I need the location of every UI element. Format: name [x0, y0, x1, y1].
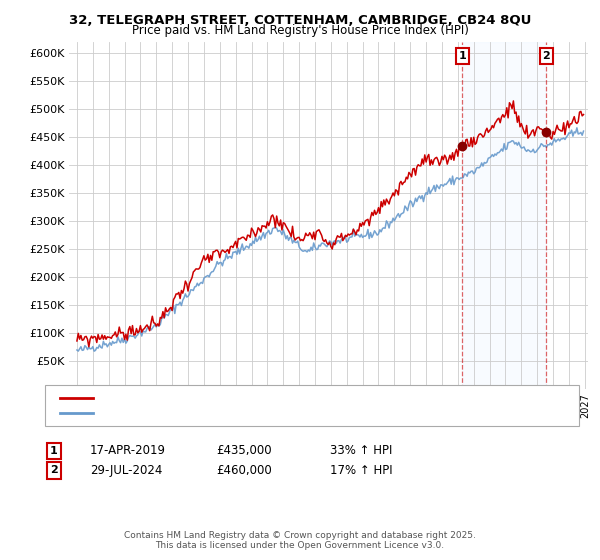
Bar: [463, 42, 547, 389]
Text: 32, TELEGRAPH STREET, COTTENHAM, CAMBRIDGE, CB24 8QU: 32, TELEGRAPH STREET, COTTENHAM, CAMBRID…: [69, 14, 531, 27]
Text: 17-APR-2019: 17-APR-2019: [90, 444, 166, 458]
Text: 17% ↑ HPI: 17% ↑ HPI: [330, 464, 392, 477]
Text: Price paid vs. HM Land Registry's House Price Index (HPI): Price paid vs. HM Land Registry's House …: [131, 24, 469, 37]
Text: £435,000: £435,000: [216, 444, 272, 458]
Text: 1: 1: [50, 446, 58, 456]
Text: 29-JUL-2024: 29-JUL-2024: [90, 464, 163, 477]
Text: 32, TELEGRAPH STREET, COTTENHAM, CAMBRIDGE, CB24 8QU (semi-detached house): 32, TELEGRAPH STREET, COTTENHAM, CAMBRID…: [99, 393, 529, 403]
Text: 1: 1: [458, 51, 466, 61]
Text: HPI: Average price, semi-detached house, South Cambridgeshire: HPI: Average price, semi-detached house,…: [99, 408, 422, 418]
Text: Contains HM Land Registry data © Crown copyright and database right 2025.
This d: Contains HM Land Registry data © Crown c…: [124, 530, 476, 550]
Text: £460,000: £460,000: [216, 464, 272, 477]
Text: 33% ↑ HPI: 33% ↑ HPI: [330, 444, 392, 458]
Text: 2: 2: [542, 51, 550, 61]
Text: 2: 2: [50, 465, 58, 475]
